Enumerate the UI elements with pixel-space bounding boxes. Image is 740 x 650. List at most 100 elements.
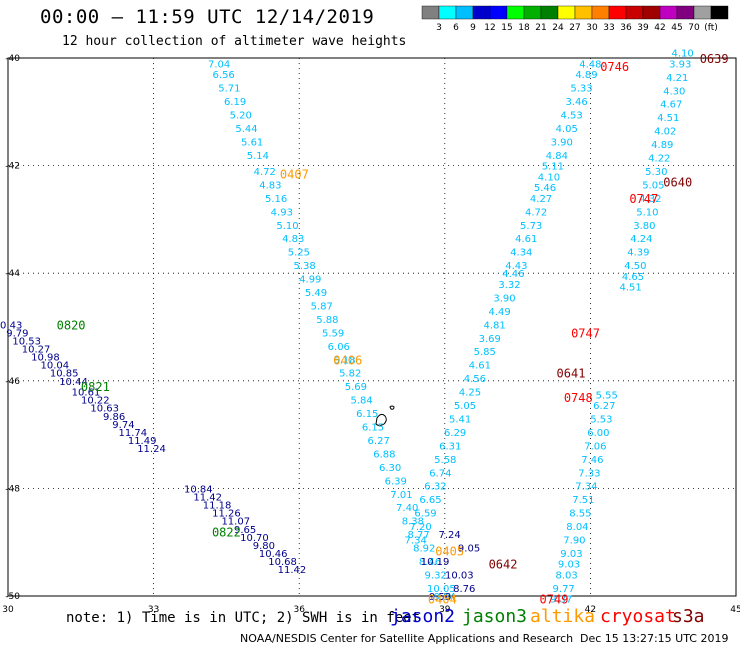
wave-height-value: 5.14 [247, 151, 269, 162]
wave-height-value: 4.34 [510, 248, 532, 259]
scale-swatch [625, 5, 644, 20]
y-tick-label: -50 [5, 592, 20, 602]
wave-height-value: 5.58 [434, 455, 456, 466]
pass-time-label: 0747 [571, 326, 600, 340]
pass-time-labels: 0820 0821 0822 0407 0406 0405 0404 0642 0641 0640… [57, 52, 729, 607]
wave-height-value: 5.25 [288, 248, 310, 259]
wave-height-value: 5.88 [316, 315, 338, 326]
pass-time-label: 0749 [540, 593, 569, 607]
wave-height-value: 3.32 [498, 280, 520, 291]
y-tick-label: -48 [5, 484, 20, 494]
scale-label: 42 [654, 23, 665, 33]
legend-jason3: jason3 [462, 606, 528, 627]
pass-time-label: 0820 [57, 318, 86, 332]
scale-swatch [659, 5, 678, 20]
wave-height-value: 5.20 [230, 110, 252, 121]
wave-height-value: 9.86 [103, 412, 125, 423]
wave-height-value: 5.38 [293, 261, 315, 272]
x-tick-label: 36 [293, 605, 305, 615]
wave-height-value: 4.10 [671, 49, 693, 60]
wave-height-value: 3.46 [565, 97, 587, 108]
scale-swatch [591, 5, 610, 20]
wave-height-value: 10.98 [31, 353, 60, 364]
scale-swatch [557, 5, 576, 20]
wave-height-value: 4.51 [657, 113, 679, 124]
wave-height-value: 6.15 [356, 409, 378, 420]
wave-height-value: 10.43 [0, 320, 22, 331]
wave-height-value: 6.15 [362, 423, 384, 434]
wave-height-value: 9.37 [550, 595, 572, 606]
map-gridlines [8, 58, 736, 596]
pass-time-label: 0641 [557, 367, 586, 381]
wave-height-value: 10.63 [90, 404, 119, 415]
wave-height-value: 5.87 [311, 301, 333, 312]
prince-edward-island-shape [389, 405, 395, 410]
wave-height-value: 4.50 [624, 261, 646, 272]
wave-height-value: 6.27 [593, 401, 615, 412]
wave-height-value: 5.16 [265, 194, 287, 205]
wave-height-value: 4.05 [556, 124, 578, 135]
wave-height-value: 11.24 [137, 444, 166, 455]
pass-time-label: 0404 [428, 593, 457, 607]
wave-height-value: 9.03 [560, 549, 582, 560]
wave-height-value: 11.42 [193, 492, 222, 503]
wave-height-value: 4.51 [619, 283, 641, 294]
scale-label: 21 [535, 23, 546, 33]
wave-height-value: 10.05 [427, 584, 456, 595]
scale-label: 18 [518, 23, 530, 33]
wave-height-value: 4.81 [484, 320, 506, 331]
scale-swatch [455, 5, 474, 20]
wave-height-value: 4.49 [488, 307, 510, 318]
scale-swatch [489, 5, 508, 20]
wave-height-value: 5.30 [645, 167, 667, 178]
wave-height-value: 5.55 [596, 390, 618, 401]
wave-height-value: 9.03 [558, 560, 580, 571]
scale-swatch [506, 5, 525, 20]
y-tick-label: -46 [5, 377, 20, 387]
scale-label: 12 [484, 23, 495, 33]
wave-height-value: 4.24 [630, 234, 652, 245]
x-tick-label: 42 [585, 605, 596, 615]
wave-height-value: 4.83 [282, 234, 304, 245]
footer-credit: NOAA/NESDIS Center for Satellite Applica… [240, 632, 574, 645]
wave-height-value: 6.06 [328, 342, 350, 353]
scale-swatch [693, 5, 712, 20]
wave-height-value: 3.90 [551, 137, 573, 148]
wave-height-value: 5.61 [241, 137, 263, 148]
scale-label: 33 [603, 23, 614, 33]
wave-height-value: 8.77 [407, 530, 429, 541]
wave-height-value: 4.30 [663, 86, 685, 97]
scale-label: 70 [688, 23, 700, 33]
x-tick-label: 39 [439, 605, 451, 615]
wave-height-value: 4.48 [579, 59, 601, 70]
wave-height-value: 5.41 [449, 414, 471, 425]
wave-height-value: 7.04 [208, 59, 230, 70]
wave-height-value: 8.92 [413, 544, 435, 555]
pass-time-label: 0406 [333, 353, 362, 367]
wave-height-value: 9.32 [425, 570, 447, 581]
wave-height-value: 7.40 [396, 503, 418, 514]
pass-time-label: 0407 [280, 168, 309, 182]
scale-label: 15 [501, 23, 512, 33]
wave-height-value: 4.83 [259, 180, 281, 191]
wave-height-value: 6.19 [224, 97, 246, 108]
scale-label: 45 [671, 23, 682, 33]
scale-label: 24 [552, 23, 564, 33]
wave-height-value: 7.90 [563, 536, 585, 547]
wave-height-value: 10.22 [81, 396, 110, 407]
wave-height-value: 9.80 [253, 541, 275, 552]
wave-height-value: 10.27 [22, 345, 51, 356]
y-tick-label: -40 [5, 54, 20, 64]
wave-height-value: 5.53 [590, 414, 612, 425]
wave-height-value: 5.10 [636, 207, 658, 218]
pass-time-label: 0821 [81, 380, 110, 394]
legend-s3a: s3a [672, 606, 705, 627]
wave-height-value: 8.03 [556, 570, 578, 581]
wave-height-value: 9.94 [434, 592, 456, 603]
wave-height-value: 4.89 [651, 140, 673, 151]
marion-island-shape [375, 413, 387, 426]
wave-height-value: 8.46 [419, 557, 441, 568]
scale-swatch [523, 5, 542, 20]
x-tick-label: 45 [730, 605, 740, 615]
